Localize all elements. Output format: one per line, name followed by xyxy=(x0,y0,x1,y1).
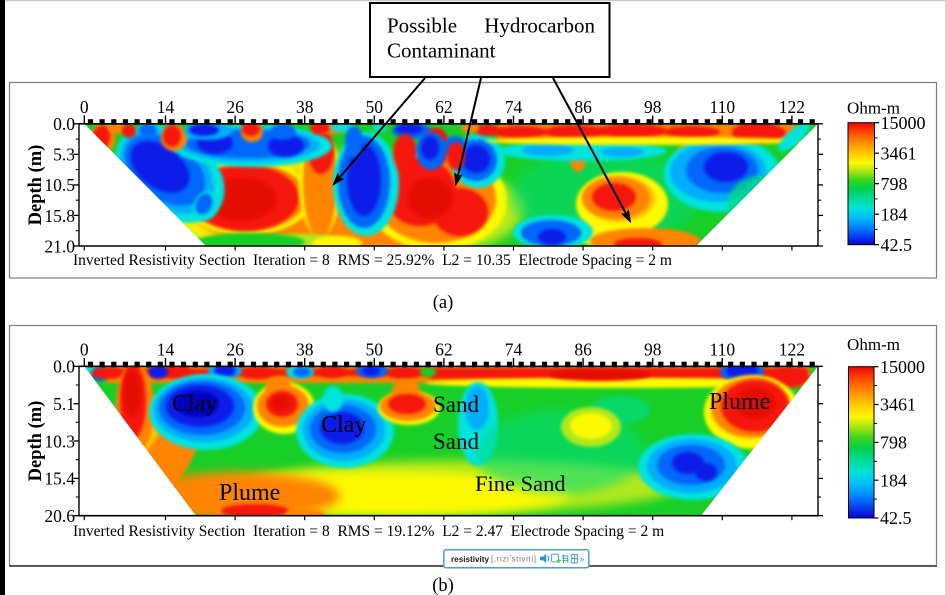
svg-text:5.1: 5.1 xyxy=(53,394,75,414)
svg-text:110: 110 xyxy=(709,340,735,360)
svg-text:0: 0 xyxy=(80,97,89,117)
svg-text:resistivity: resistivity xyxy=(451,554,489,563)
svg-text:14: 14 xyxy=(157,340,175,360)
svg-text:10.5: 10.5 xyxy=(44,175,75,195)
svg-text:(b): (b) xyxy=(432,576,454,595)
svg-text:0.0: 0.0 xyxy=(53,357,75,377)
svg-text:5.3: 5.3 xyxy=(53,145,75,165)
svg-text:Contaminant: Contaminant xyxy=(387,39,496,63)
svg-text:122: 122 xyxy=(779,340,805,360)
svg-text:86: 86 xyxy=(574,97,592,117)
svg-text:10.3: 10.3 xyxy=(44,431,75,451)
svg-text:Ohm-m: Ohm-m xyxy=(847,99,900,118)
svg-text:Inverted Resistivity Section: Inverted Resistivity Section Iteration =… xyxy=(73,252,672,269)
svg-text:38: 38 xyxy=(296,340,314,360)
svg-text:Fine Sand: Fine Sand xyxy=(475,471,566,496)
svg-text:74: 74 xyxy=(505,97,523,117)
svg-text:15.8: 15.8 xyxy=(44,206,75,226)
svg-text:184: 184 xyxy=(881,204,908,224)
svg-text:50: 50 xyxy=(366,340,384,360)
svg-text:Sand: Sand xyxy=(433,392,480,417)
svg-text:Possible: Possible xyxy=(387,14,457,38)
svg-text:Inverted Resistivity Section: Inverted Resistivity Section Iteration =… xyxy=(73,523,664,540)
svg-text:26: 26 xyxy=(226,340,244,360)
svg-text:42.5: 42.5 xyxy=(880,508,912,528)
svg-text:Plume: Plume xyxy=(219,480,280,506)
svg-text:Clay: Clay xyxy=(321,412,366,438)
svg-text:3461: 3461 xyxy=(881,143,917,163)
svg-text:Clay: Clay xyxy=(172,391,217,417)
svg-text:0.0: 0.0 xyxy=(53,114,75,134)
svg-text:Depth (m): Depth (m) xyxy=(26,401,46,482)
svg-text:62: 62 xyxy=(435,340,453,360)
svg-text:798: 798 xyxy=(881,174,908,194)
svg-text:Ohm-m: Ohm-m xyxy=(847,335,900,354)
svg-text:21.0: 21.0 xyxy=(44,236,75,256)
svg-text:20.6: 20.6 xyxy=(44,506,75,526)
svg-text:50: 50 xyxy=(366,97,384,117)
svg-text:86: 86 xyxy=(574,340,592,360)
svg-text:Sand: Sand xyxy=(433,429,480,454)
svg-text:98: 98 xyxy=(644,340,662,360)
svg-text:[,rizi'stiviti]: [,rizi'stiviti] xyxy=(491,554,536,563)
svg-text:3461: 3461 xyxy=(880,395,916,415)
svg-text:15000: 15000 xyxy=(881,113,926,133)
svg-text:(a): (a) xyxy=(433,293,454,313)
svg-text:42.5: 42.5 xyxy=(881,235,913,255)
svg-text:38: 38 xyxy=(296,97,314,117)
svg-text:»: » xyxy=(580,554,585,564)
svg-text:15000: 15000 xyxy=(880,357,925,377)
svg-text:74: 74 xyxy=(505,340,523,360)
svg-text:122: 122 xyxy=(779,97,805,117)
svg-text:Plume: Plume xyxy=(709,389,770,415)
svg-text:Depth (m): Depth (m) xyxy=(26,145,46,226)
svg-text:Hydrocarbon: Hydrocarbon xyxy=(484,14,595,38)
svg-text:14: 14 xyxy=(157,97,175,117)
svg-text:798: 798 xyxy=(880,433,907,453)
svg-text:62: 62 xyxy=(435,97,453,117)
svg-text:110: 110 xyxy=(709,97,735,117)
svg-text:15.4: 15.4 xyxy=(44,469,75,489)
svg-text:98: 98 xyxy=(644,97,662,117)
svg-text:184: 184 xyxy=(880,470,907,490)
svg-text:26: 26 xyxy=(226,97,244,117)
svg-text:0: 0 xyxy=(80,340,89,360)
